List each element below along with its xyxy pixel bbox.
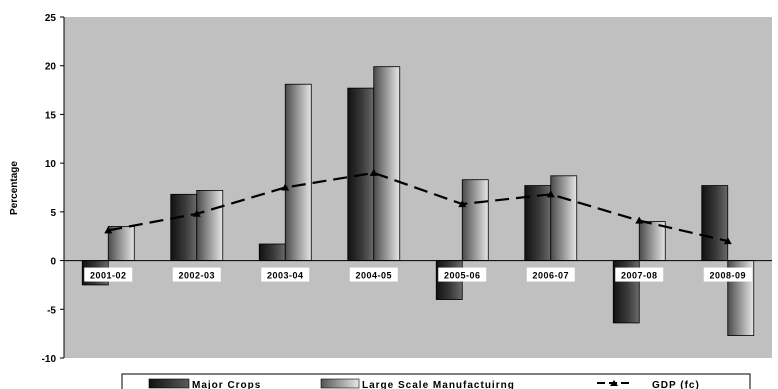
gdp-line-path	[108, 171, 728, 243]
gdp-line	[104, 168, 732, 245]
category-labels: 2001-02 2002-03 2003-04 2004-05 2005-06 2006-…	[84, 267, 752, 282]
legend-label-gdp: GDP (fc)	[652, 380, 700, 389]
gdp-point-marker	[281, 183, 290, 191]
legend-label-large-scale-manufacturing: Large Scale Manufactuirng	[362, 380, 515, 389]
gdp-point-marker	[104, 226, 113, 234]
legend: Major Crops Large Scale Manufactuirng GD…	[121, 373, 751, 389]
gdp-point-marker	[458, 200, 467, 208]
y-tick-label: 10	[45, 159, 57, 170]
gdp-point-marker	[192, 209, 201, 217]
y-tick-label: 0	[50, 257, 56, 268]
bar-large-scale-manufacturing	[638, 221, 666, 261]
category-label-bg	[349, 267, 398, 282]
y-tick-label: -5	[47, 305, 56, 316]
y-tick-label: 15	[45, 110, 57, 121]
y-tick-label: 20	[45, 62, 57, 73]
category-label: 2006-07	[532, 271, 569, 281]
bar-large-scale-manufacturing	[461, 179, 489, 261]
bar-large-scale-manufacturing	[107, 226, 135, 261]
legend-box	[121, 373, 751, 389]
y-tick-label: -10	[42, 354, 57, 365]
y-axis-title: Percentage	[9, 161, 20, 215]
category-label: 2004-05	[355, 271, 392, 281]
category-label-bg	[703, 267, 752, 282]
category-label: 2007-08	[621, 271, 658, 281]
category-label: 2008-09	[709, 271, 746, 281]
category-label: 2003-04	[267, 271, 304, 281]
category-label-bg	[615, 267, 664, 282]
bar-large-scale-manufacturing	[196, 190, 224, 261]
legend-swatch-gdp-marker	[610, 380, 618, 386]
category-label: 2001-02	[90, 271, 127, 281]
category-label-bg	[261, 267, 310, 282]
category-label-bg	[526, 267, 575, 282]
y-tick-label: 5	[50, 208, 56, 219]
legend-label-major-crops: Major Crops	[192, 380, 261, 389]
legend-swatch-large-scale-manufacturing	[320, 378, 360, 389]
gdp-point-marker	[723, 237, 732, 245]
gdp-point-marker	[635, 216, 644, 224]
category-label-bg	[84, 267, 133, 282]
category-label-bg	[438, 267, 487, 282]
bar-large-scale-manufacturing	[550, 175, 578, 261]
bar-large-scale-manufacturing	[284, 83, 312, 261]
bar-major-crops	[258, 243, 286, 261]
bar-major-crops	[170, 193, 198, 261]
gdp-point-marker	[369, 168, 378, 176]
bar-major-crops	[701, 185, 729, 261]
y-tick-label: 25	[45, 13, 57, 24]
category-label: 2002-03	[178, 271, 215, 281]
category-label: 2005-06	[444, 271, 481, 281]
y-axis: -10 -5 0 5 10 15 20 25	[42, 13, 65, 365]
category-label-bg	[172, 267, 221, 282]
bar-large-scale-manufacturing	[373, 66, 401, 261]
legend-swatch-major-crops	[148, 378, 190, 389]
gdp-point-marker	[546, 190, 555, 198]
